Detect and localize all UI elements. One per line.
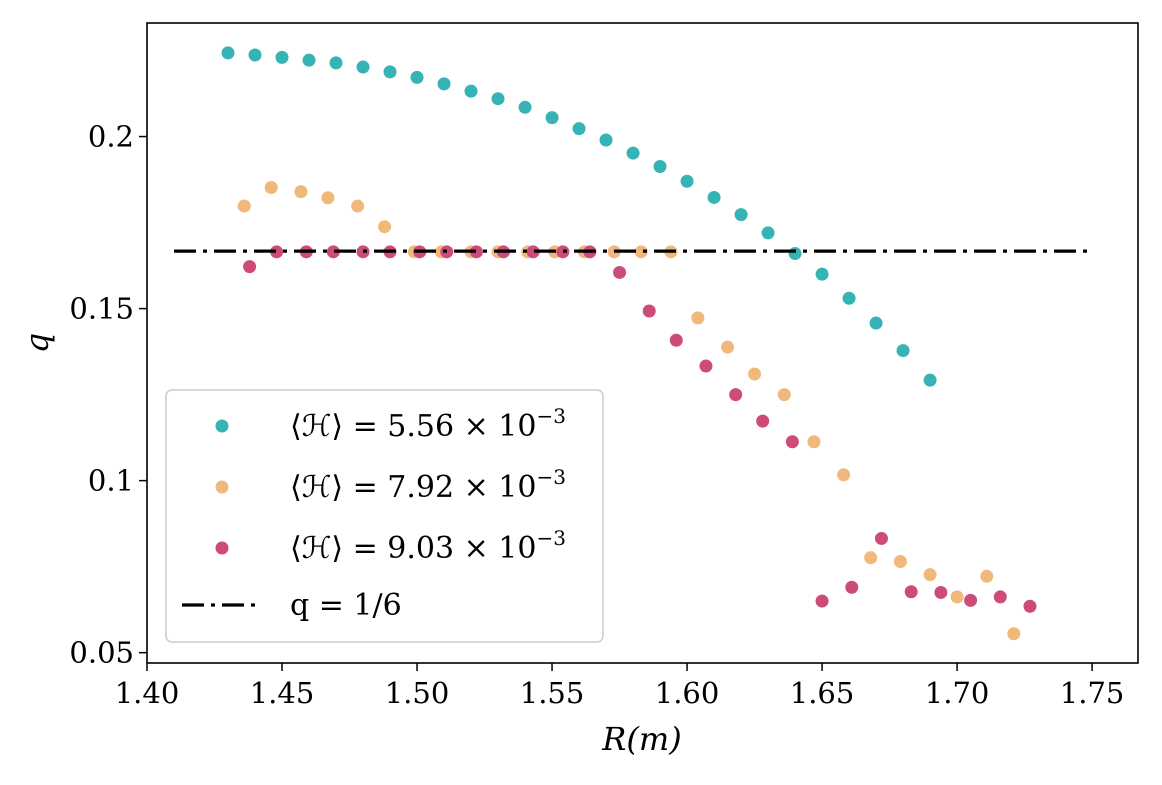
series-mid-helicity-point (351, 199, 365, 213)
series-low-helicity-point (518, 100, 532, 114)
series-mid-helicity-point (237, 199, 251, 213)
series-mid-helicity-point (777, 388, 791, 402)
series-mid-helicity-point (1007, 627, 1021, 641)
series-mid-helicity-point (950, 590, 964, 604)
series-mid-helicity-point (864, 551, 878, 565)
x-tick-label: 1.60 (655, 676, 720, 710)
series-high-helicity-point (613, 265, 627, 279)
series-low-helicity-point (896, 344, 910, 358)
series-low-helicity-point (707, 190, 721, 204)
series-mid-helicity-point (837, 468, 851, 482)
series-high-helicity-point (904, 585, 918, 599)
series-mid-helicity-point (807, 435, 821, 449)
legend: ⟨ℋ⟩ = 5.56 × 10−3 ⟨ℋ⟩ = 7.92 × 10−3 ⟨ℋ⟩ = … (165, 389, 604, 643)
series-low-helicity-point (248, 48, 262, 62)
x-tick-label: 1.65 (790, 676, 855, 710)
series-mid-helicity-point (691, 311, 705, 325)
series-mid-helicity-point (748, 367, 762, 381)
x-axis-ticks: 1.40 1.45 1.50 1.55 1.60 1.65 1.70 1.75 (115, 663, 1125, 710)
series-high-helicity-point (874, 531, 888, 545)
legend-marker (215, 541, 229, 555)
x-axis-label: R(m) (601, 720, 681, 758)
series-low-helicity-point (221, 46, 235, 60)
series-low-helicity-point (410, 70, 424, 84)
legend-box (165, 389, 604, 643)
series-low-helicity-point (302, 53, 316, 67)
series-high-helicity-point (934, 585, 948, 599)
x-tick-label: 1.50 (385, 676, 450, 710)
series-mid-helicity-point (980, 569, 994, 583)
series-high-helicity-point (243, 260, 257, 274)
series-low-helicity-point (437, 77, 451, 91)
series-low-helicity-point (869, 316, 883, 330)
plot-marks (174, 46, 1093, 641)
legend-label: ⟨ℋ⟩ = 7.92 × 10−3 (290, 465, 566, 505)
series-high-helicity-point (993, 590, 1007, 604)
series-low-helicity-point (545, 111, 559, 125)
series-low-helicity-point (788, 247, 802, 261)
series-high-helicity-point (845, 580, 859, 594)
series-low-helicity-point (923, 373, 937, 387)
y-tick-label: 0.2 (88, 120, 134, 154)
plot-frame (146, 22, 1139, 664)
series-high-helicity-point (756, 414, 770, 428)
series-high-helicity-point (526, 245, 540, 259)
y-axis-label: q (18, 333, 56, 353)
legend-label: q = 1/6 (290, 588, 402, 623)
series-low-helicity-point (599, 133, 613, 147)
series-low-helicity-point (572, 122, 586, 136)
legend-exponent: −3 (536, 404, 565, 428)
y-axis-ticks: 0.05 0.1 0.15 0.2 (69, 120, 147, 670)
series-high-helicity-point (729, 388, 743, 402)
x-tick-label: 1.70 (925, 676, 990, 710)
series-high-helicity-point (699, 359, 713, 373)
series-high-helicity-point (815, 594, 829, 608)
series-low-helicity-point (815, 267, 829, 281)
x-tick-label: 1.55 (520, 676, 585, 710)
series-low-helicity-point (383, 65, 397, 79)
series-low-helicity-point (680, 174, 694, 188)
series-low-helicity-point (761, 226, 775, 240)
series-mid-helicity-point (634, 245, 648, 259)
legend-exponent: −3 (536, 526, 565, 550)
series-mid-helicity-point (321, 191, 335, 205)
series-low-helicity-point (329, 56, 343, 70)
series-high-helicity-point (469, 245, 483, 259)
series-low-helicity-point (491, 92, 505, 106)
series-mid-helicity-point (294, 185, 308, 199)
series-high-helicity-point (669, 333, 683, 347)
y-tick-label: 0.15 (69, 292, 134, 326)
legend-label: ⟨ℋ⟩ = 9.03 × 10−3 (290, 526, 566, 566)
legend-marker (215, 480, 229, 494)
series-low-helicity-point (275, 50, 289, 64)
series-low-helicity-point (842, 291, 856, 305)
series-mid-helicity-point (893, 554, 907, 568)
legend-label: ⟨ℋ⟩ = 5.56 × 10−3 (290, 404, 566, 444)
series-low-helicity-point (734, 208, 748, 222)
series-low-helicity-point (653, 159, 667, 173)
series-low-helicity-point (464, 84, 478, 98)
series-mid-helicity-point (923, 568, 937, 582)
series-high-helicity-point (642, 304, 656, 318)
x-tick-label: 1.75 (1060, 676, 1125, 710)
y-tick-label: 0.1 (88, 464, 134, 498)
series-high-helicity-point (785, 435, 799, 449)
x-tick-label: 1.40 (115, 676, 180, 710)
legend-exponent: −3 (536, 465, 565, 489)
series-high-helicity-point (326, 245, 340, 259)
series-high-helicity-point (270, 245, 284, 259)
series-low-helicity-point (626, 146, 640, 160)
series-high-helicity-point (556, 245, 570, 259)
series-mid-helicity-point (264, 180, 278, 194)
series-high-helicity-point (964, 593, 978, 607)
series-mid-helicity-point (378, 220, 392, 234)
x-tick-label: 1.45 (250, 676, 315, 710)
series-mid-helicity-point (721, 340, 735, 354)
series-low-helicity-point (356, 60, 370, 74)
y-tick-label: 0.05 (69, 636, 134, 670)
legend-marker (215, 419, 229, 433)
series-high-helicity-point (1023, 599, 1037, 613)
